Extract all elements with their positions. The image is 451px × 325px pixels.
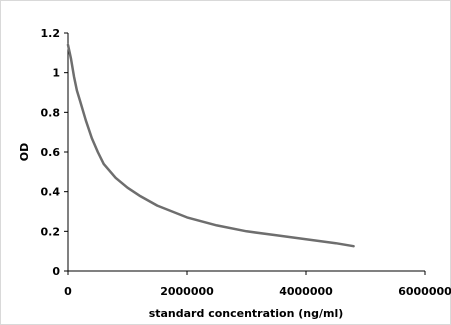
x-axis-title: standard concentration (ng/ml): [149, 307, 344, 320]
y-tick-label: 0.2: [41, 225, 61, 238]
x-tick-label: 6000000: [398, 285, 451, 298]
y-tick-label: 0.4: [41, 186, 61, 199]
x-tick-label: 0: [64, 285, 72, 298]
y-tick-label: 0.8: [41, 106, 61, 119]
y-tick-label: 0: [52, 265, 60, 278]
y-tick-label: 1.2: [41, 27, 61, 40]
y-axis-title: OD: [18, 143, 31, 161]
x-tick-label: 2000000: [160, 285, 214, 298]
x-tick-label: 4000000: [279, 285, 333, 298]
x-axis-ticks: 0 2000000 4000000 6000000: [64, 271, 451, 298]
y-axis-ticks: 0 0.2 0.4 0.6 0.8 1 1.2: [41, 27, 68, 278]
series-line: [66, 43, 355, 248]
y-tick-label: 0.6: [41, 146, 61, 159]
y-tick-label: 1: [52, 67, 60, 80]
